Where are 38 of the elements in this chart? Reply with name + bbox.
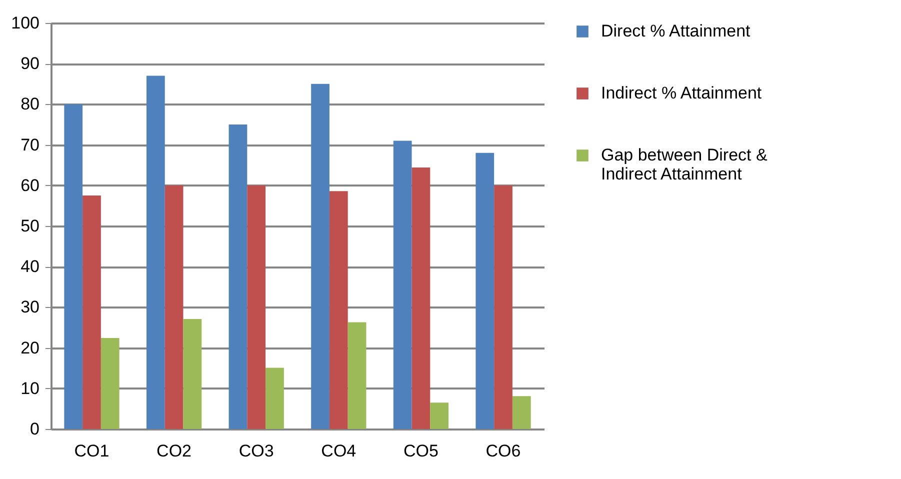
y-tick-label: 70: [20, 135, 40, 154]
y-tick-label: 80: [20, 94, 40, 114]
x-tick-label: CO3: [238, 442, 274, 460]
bar: [183, 318, 202, 429]
y-tick-label: 10: [20, 378, 40, 398]
bar: [311, 84, 330, 429]
y-tick-label: 0: [30, 420, 40, 438]
y-tick-label: 20: [20, 338, 40, 358]
legend-label: Indirect % Attainment: [601, 84, 762, 102]
x-tick-label: CO1: [74, 442, 110, 460]
bar: [348, 322, 366, 429]
bar: [266, 368, 284, 429]
bar: [512, 396, 531, 429]
bar: [393, 140, 412, 429]
bar: [476, 152, 494, 429]
y-tick-label: 50: [20, 216, 40, 236]
x-tick-label: CO4: [321, 442, 356, 460]
bar: [329, 191, 348, 429]
bar: [494, 185, 512, 429]
bar: [247, 185, 266, 429]
bar: [146, 76, 165, 429]
bar: [164, 185, 184, 429]
y-tick-label: 100: [11, 14, 40, 32]
legend-label: Direct % Attainment: [601, 22, 751, 40]
x-tick-label: CO5: [403, 442, 438, 460]
bar: [412, 168, 430, 429]
bar: [82, 196, 101, 429]
y-tick-label: 30: [20, 298, 40, 317]
bar: [64, 104, 83, 429]
x-tick-label: CO6: [486, 442, 521, 460]
x-tick-label: CO2: [156, 442, 192, 460]
bar: [100, 338, 120, 429]
legend-label: Gap between Direct & Indirect Attainment: [601, 146, 768, 184]
bar: [430, 402, 449, 429]
bar: [228, 124, 248, 429]
y-tick-label: 40: [20, 257, 40, 276]
y-tick-label: 90: [20, 54, 40, 74]
y-tick-label: 60: [20, 176, 40, 195]
